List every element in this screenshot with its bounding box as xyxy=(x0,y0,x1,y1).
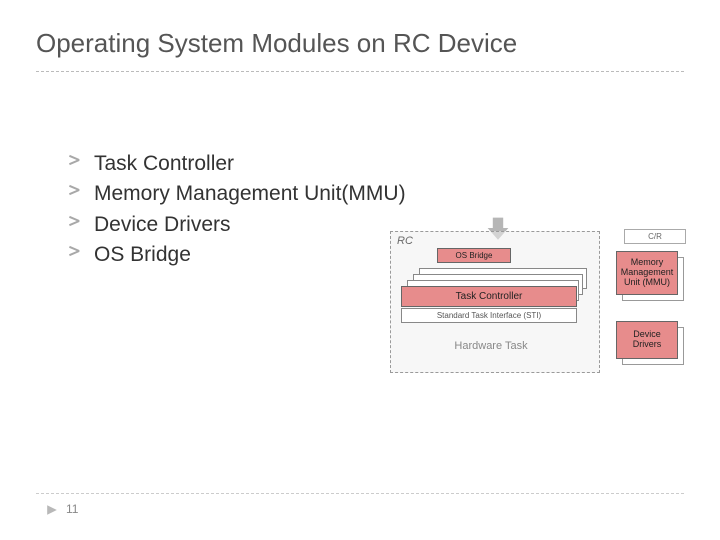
bullet-text: Memory Management Unit(MMU) xyxy=(94,182,406,205)
list-item: Task Controller xyxy=(68,150,684,178)
page-number: 11 xyxy=(66,502,78,516)
title-divider xyxy=(36,71,684,72)
hardware-task-label: Hardware Task xyxy=(431,340,551,352)
os-bridge-box: OS Bridge xyxy=(437,248,511,263)
cr-box: C/R xyxy=(624,229,686,244)
page-marker-icon xyxy=(46,504,58,516)
bullet-icon xyxy=(68,214,82,228)
mmu-box: Memory Management Unit (MMU) xyxy=(616,251,688,305)
task-stack: Task Controller Standard Task Interface … xyxy=(401,268,591,328)
rc-label: RC xyxy=(397,235,413,247)
bullet-icon xyxy=(68,153,82,167)
sti-box: Standard Task Interface (STI) xyxy=(401,308,577,323)
bullet-text: Task Controller xyxy=(94,152,234,175)
device-drivers-label: Device Drivers xyxy=(616,321,678,359)
device-drivers-box: Device Drivers xyxy=(616,321,688,369)
bullet-text: OS Bridge xyxy=(94,243,191,266)
bullet-icon xyxy=(68,244,82,258)
slide-title: Operating System Modules on RC Device xyxy=(36,28,684,69)
footer-divider xyxy=(36,493,684,494)
rc-container: RC OS Bridge Task Controller Standard Ta… xyxy=(390,231,600,373)
task-controller-box: Task Controller xyxy=(401,286,577,307)
architecture-diagram: RC OS Bridge Task Controller Standard Ta… xyxy=(390,225,696,393)
bullet-text: Device Drivers xyxy=(94,213,231,236)
mmu-label: Memory Management Unit (MMU) xyxy=(616,251,678,295)
list-item: Memory Management Unit(MMU) xyxy=(68,180,684,208)
bullet-icon xyxy=(68,183,82,197)
slide: Operating System Modules on RC Device Ta… xyxy=(0,0,720,540)
